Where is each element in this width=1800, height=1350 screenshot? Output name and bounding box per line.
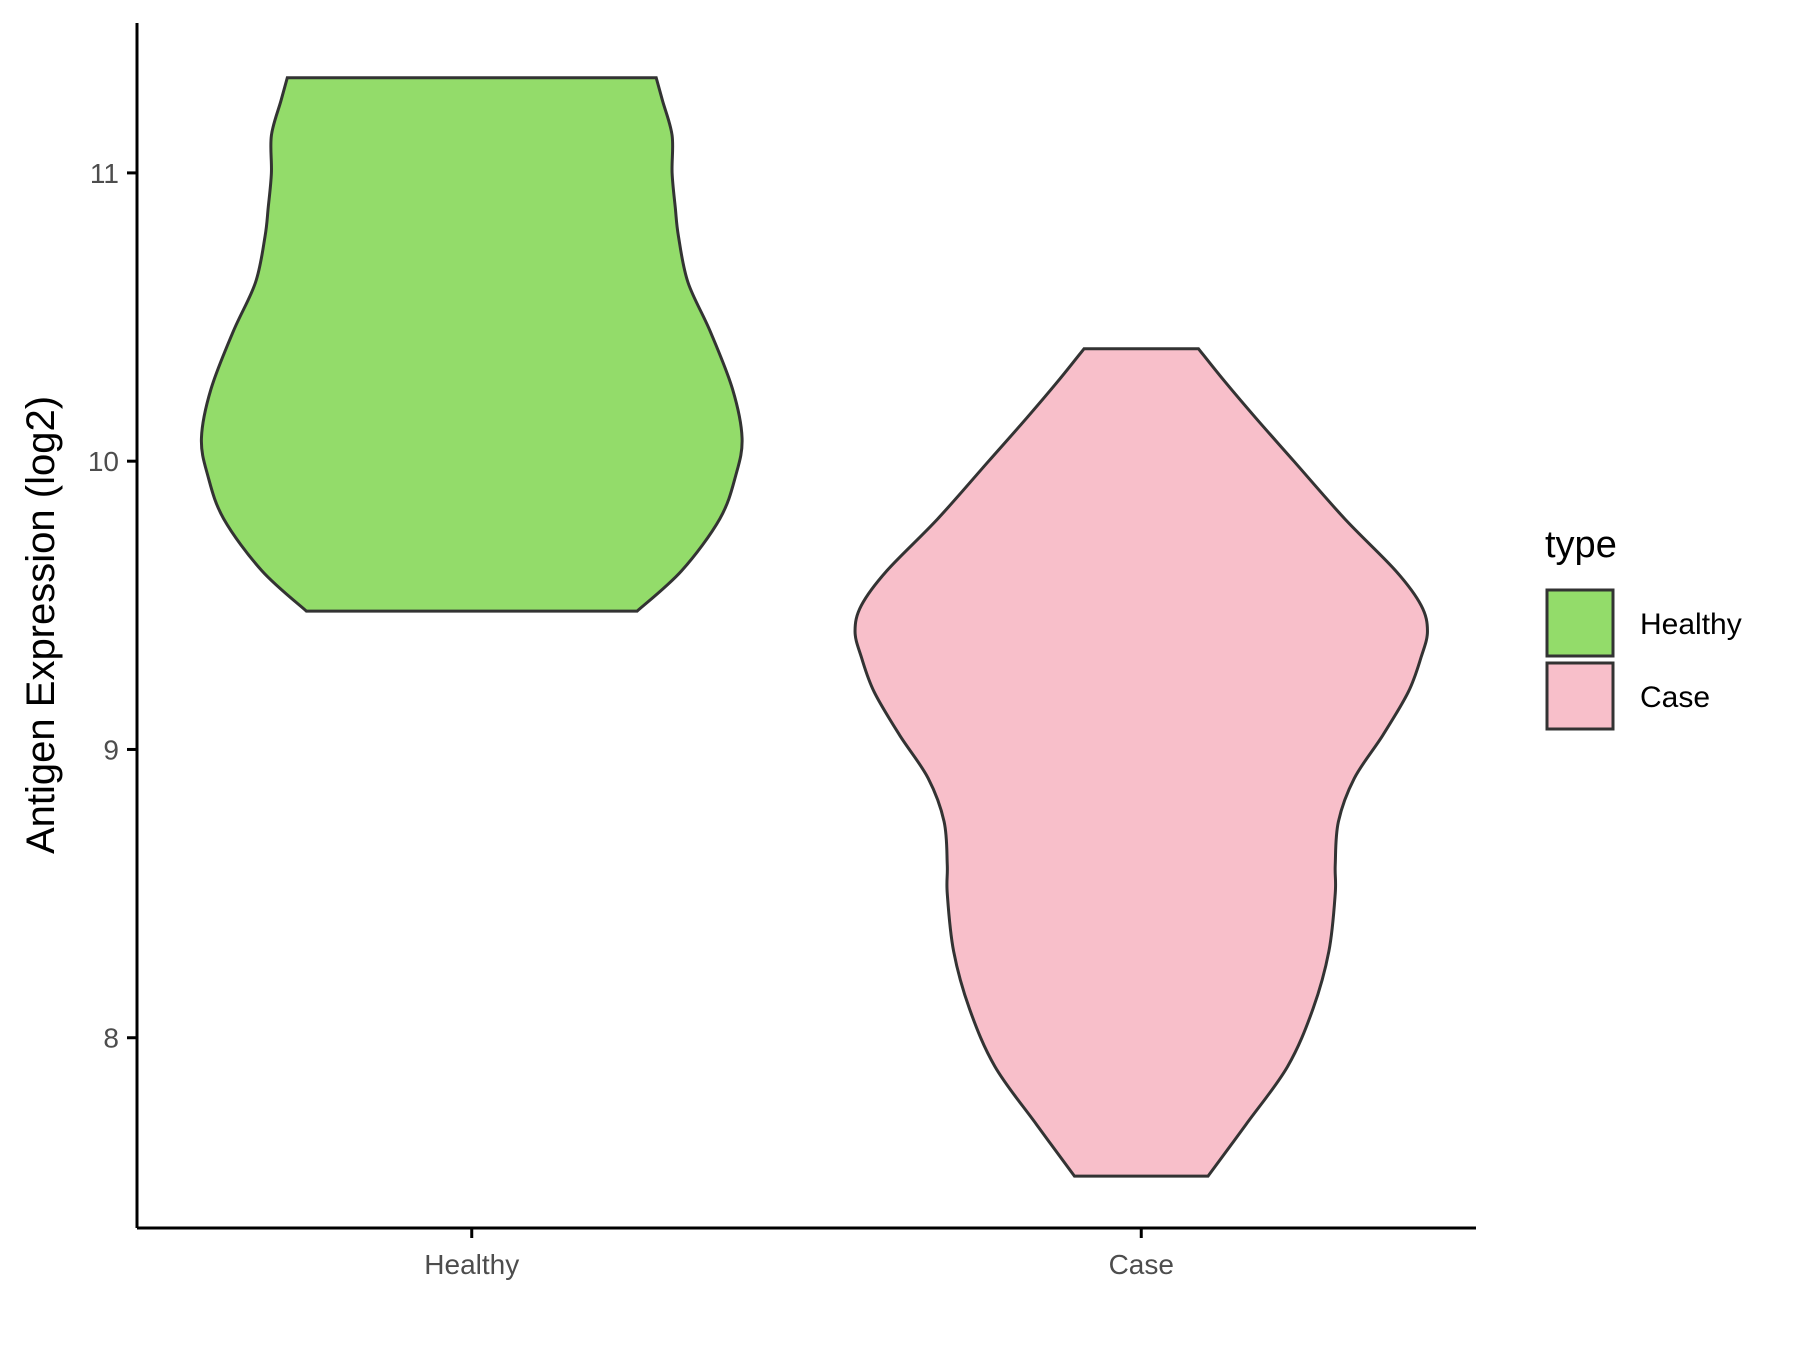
- legend-title: type: [1545, 524, 1617, 566]
- y-axis-title: Antigen Expression (log2): [19, 396, 63, 854]
- y-tick-label: 9: [103, 734, 119, 765]
- legend-label-healthy: Healthy: [1640, 608, 1742, 641]
- axes-layer: [135, 23, 1476, 1230]
- x-tick-label: Healthy: [424, 1249, 519, 1280]
- violin-healthy: [199, 76, 744, 613]
- x-tick-label: Case: [1109, 1249, 1174, 1280]
- violins-layer: [199, 76, 1429, 1178]
- legend-label-case: Case: [1640, 681, 1710, 714]
- x-ticks: Healthy Case: [424, 1228, 1174, 1280]
- y-tick-label: 11: [90, 158, 119, 189]
- legend-swatch-healthy: [1545, 588, 1615, 658]
- y-tick-label: 8: [103, 1023, 119, 1054]
- legend-swatch-case: [1545, 661, 1615, 731]
- y-tick-label: 10: [88, 446, 119, 477]
- y-ticks: 8 9 10 11: [88, 158, 137, 1054]
- legend: type Healthy Case: [1545, 524, 1742, 731]
- violin-case: [853, 347, 1429, 1178]
- legend-entries: Healthy Case: [1545, 588, 1742, 731]
